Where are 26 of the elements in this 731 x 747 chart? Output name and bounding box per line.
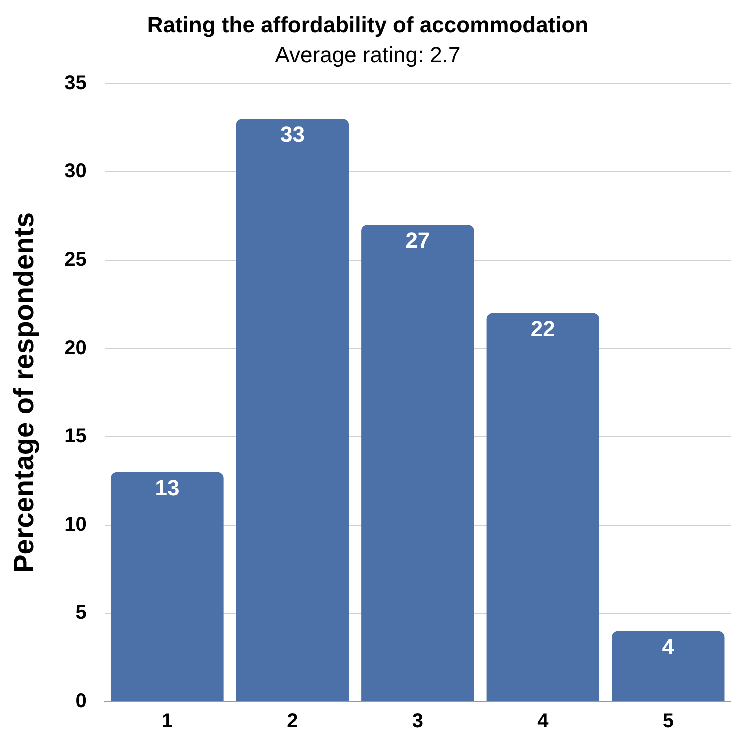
data-label: 22 [530,316,556,342]
chart-title: Rating the affordability of accommodation [147,12,589,38]
bar [111,472,224,702]
x-tick-label: 4 [538,710,550,733]
y-tick-label: 15 [64,426,87,448]
y-tick-label: 30 [64,160,87,183]
x-tick-label: 5 [662,710,674,733]
y-axis-title: Percentage of respondents [8,212,40,574]
y-tick-label: 0 [76,690,87,713]
y-tick-label: 35 [64,72,87,94]
chart-subtitle: Average rating: 2.7 [275,42,461,68]
bar [486,313,600,702]
x-tick-label: 3 [412,710,424,733]
bar [362,225,474,702]
x-tick-label: 2 [287,710,298,733]
y-tick-label: 20 [64,337,87,360]
data-label: 27 [406,228,430,254]
data-label: 33 [280,122,305,148]
x-tick-label: 1 [162,710,174,733]
y-tick-label: 25 [64,248,87,271]
data-label: 13 [155,475,180,500]
bar [236,119,350,702]
y-tick-label: 5 [76,602,87,624]
y-tick-label: 10 [64,514,87,536]
bar [612,631,725,702]
data-label: 4 [662,634,676,660]
